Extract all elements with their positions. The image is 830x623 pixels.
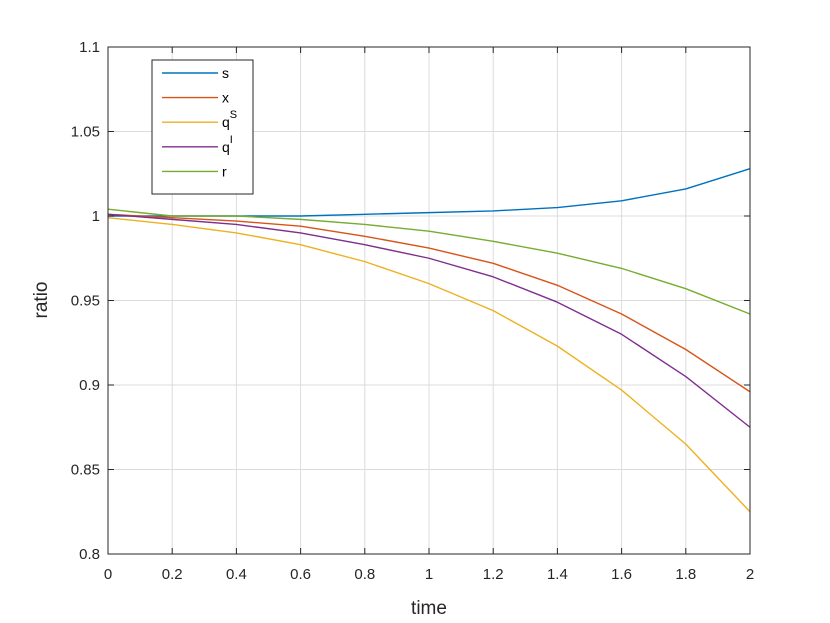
- y-axis-label: ratio: [31, 282, 52, 319]
- legend-label-x: x: [222, 90, 229, 106]
- x-tick-label: 0.4: [226, 566, 247, 583]
- series-line-r: [107, 208, 751, 315]
- y-tick-label: 1.05: [71, 124, 100, 141]
- series-line-qI: [107, 213, 751, 428]
- legend-label-s: s: [222, 65, 229, 81]
- legend-label-base: q: [222, 114, 230, 130]
- legend-label-superscript: I: [230, 134, 233, 146]
- x-tick-label: 0.8: [354, 566, 375, 583]
- legend-label-base: r: [222, 163, 227, 179]
- tick-labels: 0 0.2 0.4 0.6 0.8 1 1.2 1.4 1.6 1.8 2 0.8 0.85 0.9 0.9…: [71, 39, 754, 583]
- x-tick-label: 0.6: [290, 566, 311, 583]
- legend-box: [151, 59, 254, 195]
- legend-label-qS: qS: [222, 109, 237, 130]
- x-tick-label: 1.6: [611, 566, 632, 583]
- y-tick-label: 0.8: [79, 546, 100, 563]
- x-axis-label: time: [411, 598, 447, 619]
- y-tick-label: 0.95: [71, 293, 100, 310]
- x-tick-label: 1.2: [483, 566, 504, 583]
- y-tick-label: 1.1: [79, 39, 100, 56]
- legend-label-base: q: [222, 139, 230, 155]
- x-tick-label: 2: [746, 566, 754, 583]
- legend-label-r: r: [222, 163, 227, 179]
- series-line-qS: [107, 216, 751, 513]
- legend-label-qI: qI: [222, 134, 233, 155]
- y-tick-label: 0.9: [79, 377, 100, 394]
- series-lines: [107, 168, 751, 513]
- x-tick-label: 1.8: [675, 566, 696, 583]
- x-tick-label: 1.4: [547, 566, 568, 583]
- y-tick-label: 0.85: [71, 462, 100, 479]
- x-tick-label: 1: [425, 566, 433, 583]
- series-line-x: [107, 213, 751, 393]
- grid: [108, 47, 750, 554]
- y-tick-label: 1: [92, 208, 100, 225]
- legend-label-superscript: S: [230, 109, 237, 121]
- legend-label-base: x: [222, 90, 229, 106]
- x-tick-label: 0.2: [162, 566, 183, 583]
- ticks: [107, 46, 751, 555]
- legend-label-base: s: [222, 65, 229, 81]
- x-tick-label: 0: [104, 566, 112, 583]
